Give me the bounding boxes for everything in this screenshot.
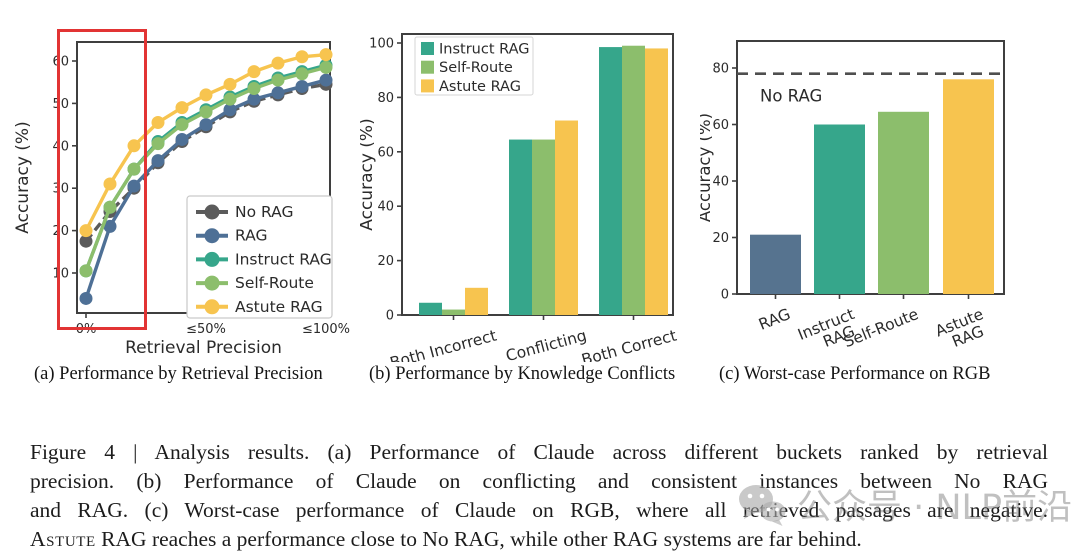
svg-text:Astute RAG: Astute RAG (439, 79, 521, 95)
svg-text:Both Incorrect: Both Incorrect (388, 326, 499, 362)
bar-astute-rag: AstuteRAG (933, 79, 994, 355)
svg-text:80: 80 (377, 91, 394, 106)
axes-c: 0 20 40 60 80 (712, 62, 737, 303)
series-astute-rag (79, 48, 333, 238)
bar-rag: RAG (750, 234, 801, 334)
no-rag-reference-line: No RAG (737, 72, 1004, 106)
series-rag (79, 73, 333, 305)
red-highlight-box (57, 29, 147, 330)
svg-text:No RAG: No RAG (235, 203, 294, 221)
bar-group-both-incorrect: Both Incorrect (388, 287, 499, 362)
ylabel-a: Accuracy (%) (13, 121, 33, 233)
svg-text:RAG: RAG (235, 227, 267, 245)
svg-text:Self-Route: Self-Route (235, 274, 314, 292)
svg-text:Instruct RAG: Instruct RAG (235, 250, 332, 268)
ylabel-c: Accuracy (%) (700, 113, 714, 222)
subcaption-a: (a) Performance by Retrieval Precision (34, 364, 323, 384)
svg-text:60: 60 (712, 118, 729, 133)
svg-text:50: 50 (52, 97, 69, 112)
axes-b: 0 20 40 60 80 100 (369, 37, 402, 324)
bar-chart-knowledge-conflicts: 0 20 40 60 80 100 Accuracy (%) Both Incorrect Co… (360, 33, 679, 362)
figure-caption: Figure 4 | Analysis results. (a) Perform… (30, 438, 1048, 554)
svg-text:Self-Route: Self-Route (439, 60, 513, 76)
svg-text:AstuteRAG: AstuteRAG (933, 305, 992, 355)
svg-text:No RAG: No RAG (760, 87, 822, 106)
svg-text:80: 80 (712, 62, 729, 77)
svg-text:20: 20 (712, 231, 729, 246)
bar-instruct-rag: InstructRAG (795, 124, 865, 351)
svg-text:≤100%: ≤100% (302, 322, 350, 337)
legend-b: Instruct RAG Self-Route Astute RAG (414, 36, 534, 96)
svg-text:Instruct RAG: Instruct RAG (439, 42, 530, 58)
bar-group-conflicting: Conflicting (504, 120, 589, 362)
svg-text:40: 40 (377, 200, 394, 215)
svg-text:40: 40 (712, 175, 729, 190)
bar-group-both-correct: Both Correct (580, 45, 679, 362)
svg-text:Both Correct: Both Correct (580, 326, 679, 362)
svg-text:60: 60 (52, 55, 69, 70)
series-self-route (79, 60, 333, 278)
svg-text:30: 30 (52, 182, 69, 197)
legend-a: No RAG RAG Instruct RAG Self-Route Astute RA… (186, 195, 333, 319)
svg-text:40: 40 (52, 139, 69, 154)
svg-text:RAG: RAG (756, 305, 793, 334)
ylabel-b: Accuracy (%) (360, 118, 377, 230)
svg-text:20: 20 (377, 254, 394, 269)
caption-line-1: Figure 4 | Analysis results. (a) Perform… (30, 440, 1048, 464)
svg-text:0: 0 (386, 309, 394, 324)
svg-text:Astute RAG: Astute RAG (235, 298, 323, 316)
subcaption-b: (b) Performance by Knowledge Conflicts (369, 364, 676, 384)
caption-line-4: Astute RAG reaches a performance close t… (30, 525, 1048, 554)
svg-text:100: 100 (369, 37, 394, 52)
astute-smallcaps: Astute (30, 527, 96, 551)
subcaption-c: (c) Worst-case Performance on RGB (719, 364, 991, 384)
svg-text:Conflicting: Conflicting (504, 326, 589, 362)
xlabel-a: Retrieval Precision (125, 338, 282, 358)
svg-text:≤50%: ≤50% (186, 322, 226, 337)
svg-text:10: 10 (52, 267, 69, 282)
svg-text:60: 60 (377, 145, 394, 160)
svg-text:0: 0 (721, 288, 729, 303)
caption-line-2: precision. (b) Performance of Claude on … (30, 469, 1048, 493)
caption-line-4-rest: RAG reaches a performance close to No RA… (95, 527, 862, 551)
svg-text:20: 20 (52, 224, 69, 239)
caption-line-3: and RAG. (c) Worst-case performance of C… (30, 498, 1048, 522)
